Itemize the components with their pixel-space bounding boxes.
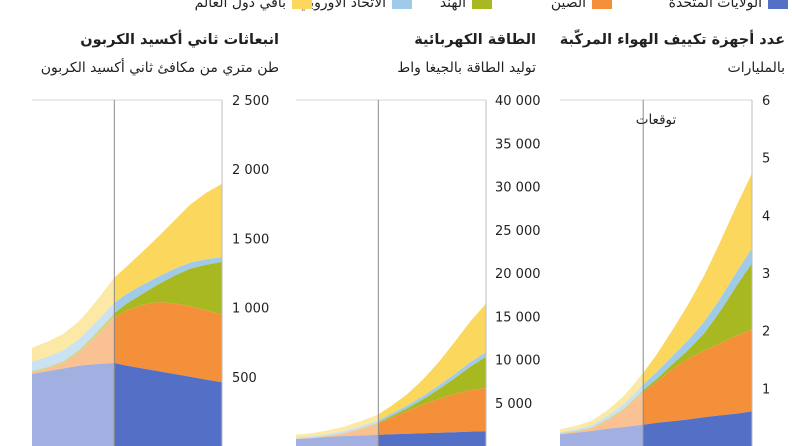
chart-svg-co2: 500 1 000 1 500 2 000 2 500 — [32, 94, 269, 446]
chart-svg-ac-units: 1 2 3 4 5 6 توقعات — [560, 94, 770, 446]
y-tick-label: 5 — [762, 152, 770, 167]
forecast-label: توقعات — [636, 112, 677, 128]
area-china-forecast — [378, 388, 486, 435]
area-china-history — [296, 423, 379, 440]
area-eu-history — [296, 420, 379, 439]
y-tick-label: 40 000 — [495, 94, 541, 109]
chart-panel-electricity: الطاقة الكهربائية توليد الطاقة بالجيغا و… — [296, 28, 541, 446]
legend-swatch-eu — [392, 0, 412, 9]
chart-title-ac-units: عدد أجهزة تكييف الهواء المركّبة — [559, 32, 785, 48]
area-us-history — [560, 424, 644, 446]
area-china-history — [560, 391, 644, 435]
legend-item-india: الهند — [407, 0, 492, 20]
legend-label-india: الهند — [439, 0, 466, 11]
legend-swatch-china — [592, 0, 612, 9]
legend-item-us: الولايات المتحدة — [618, 0, 788, 20]
y-tick-label: 2 000 — [232, 163, 269, 178]
area-india-forecast — [643, 263, 752, 392]
chart-title-co2: انبعاثات ثاني أكسيد الكربون — [80, 32, 279, 48]
area-rest-history — [32, 277, 115, 362]
y-tick-label: 4 — [762, 209, 770, 224]
legend-item-rest: باقي دول العالم — [152, 0, 312, 20]
area-group-fc — [114, 183, 222, 446]
y-tick-label: 35 000 — [495, 137, 541, 152]
area-group-fc — [643, 173, 752, 446]
legend: الولايات المتحدة الصين الهند الاتحاد الأ… — [0, 0, 792, 20]
chart-panel-ac-units: عدد أجهزة تكييف الهواء المركّبة بالمليار… — [560, 28, 785, 446]
area-china-forecast — [643, 329, 752, 425]
area-us-history — [296, 434, 379, 446]
legend-item-eu: الاتحاد الأوروبي — [237, 0, 412, 20]
chart-panel-co2: انبعاثات ثاني أكسيد الكربون طن متري من م… — [4, 28, 279, 446]
legend-label-us: الولايات المتحدة — [668, 0, 762, 11]
area-group-hist — [32, 277, 115, 446]
legend-swatch-us — [768, 0, 788, 9]
area-rest-forecast — [378, 303, 486, 421]
area-eu-forecast — [643, 248, 752, 391]
y-tick-label: 25 000 — [495, 224, 541, 239]
area-group-hist — [296, 414, 379, 446]
area-eu-history — [32, 302, 115, 372]
area-eu-forecast — [114, 257, 222, 314]
area-eu-forecast — [378, 352, 486, 423]
y-tick-label: 15 000 — [495, 310, 541, 325]
area-us-forecast — [114, 363, 222, 446]
y-tick-label: 3 — [762, 267, 770, 282]
chart-subtitle-co2: طن متري من مكافئ ثاني أكسيد الكربون — [40, 60, 279, 76]
area-china-history — [32, 317, 115, 374]
y-tick-label: 1 000 — [232, 302, 269, 317]
area-us-forecast — [643, 411, 752, 446]
y-tick-label: 5 000 — [495, 397, 532, 412]
legend-label-rest: باقي دول العالم — [194, 0, 286, 11]
area-rest-forecast — [114, 183, 222, 303]
y-tick-label: 2 — [762, 325, 770, 340]
y-tick-label: 10 000 — [495, 354, 541, 369]
area-rest-history — [296, 414, 379, 438]
chart-title-electricity: الطاقة الكهربائية — [414, 32, 536, 48]
y-tick-label: 30 000 — [495, 181, 541, 196]
legend-swatch-india — [472, 0, 492, 9]
chart-subtitle-electricity: توليد الطاقة بالجيغا واط — [397, 60, 536, 76]
chart-svg-electricity: 5 000 10 000 15 000 20 000 25 000 30 000 35 00… — [296, 94, 541, 446]
y-tick-label: 2 500 — [232, 94, 269, 109]
y-tick-label: 6 — [762, 94, 770, 109]
area-india-forecast — [114, 261, 222, 318]
legend-label-eu: الاتحاد الأوروبي — [298, 0, 386, 11]
legend-item-china: الصين — [522, 0, 612, 20]
legend-swatch-rest — [292, 0, 312, 9]
y-tick-label: 1 500 — [232, 232, 269, 247]
y-tick-label: 1 — [762, 382, 770, 397]
area-india-forecast — [378, 356, 486, 424]
y-tick-label: 20 000 — [495, 267, 541, 282]
legend-label-china: الصين — [550, 0, 586, 11]
y-tick-label: 500 — [232, 371, 257, 386]
area-group-hist — [560, 372, 644, 446]
area-china-forecast — [114, 302, 222, 383]
area-rest-forecast — [643, 173, 752, 385]
area-us-history — [32, 363, 115, 446]
area-us-forecast — [378, 431, 486, 446]
chart-subtitle-ac-units: بالمليارات — [727, 60, 785, 76]
area-group-fc — [378, 303, 486, 446]
